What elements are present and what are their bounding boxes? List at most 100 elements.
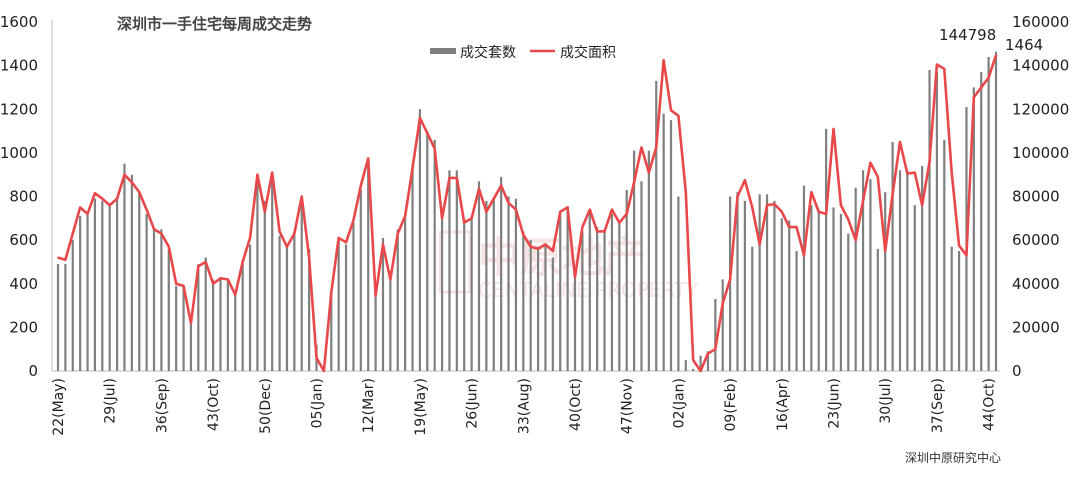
area-point bbox=[781, 210, 783, 213]
bar bbox=[987, 56, 990, 372]
area-point bbox=[625, 213, 628, 215]
bar bbox=[492, 198, 495, 371]
area-point bbox=[899, 141, 901, 143]
area-point bbox=[987, 76, 990, 79]
bar bbox=[847, 233, 850, 371]
bar bbox=[448, 170, 451, 371]
area-point bbox=[544, 243, 547, 246]
bar bbox=[898, 170, 902, 371]
bar bbox=[588, 211, 591, 371]
area-point bbox=[906, 172, 909, 175]
legend-line-label: 成交面积 bbox=[560, 44, 616, 61]
bar bbox=[943, 139, 946, 371]
area-point bbox=[271, 171, 273, 174]
area-point bbox=[566, 206, 569, 209]
area-point bbox=[973, 96, 975, 99]
area-point bbox=[264, 210, 266, 213]
bar bbox=[743, 200, 746, 371]
area-point bbox=[862, 200, 864, 202]
bar bbox=[145, 213, 148, 371]
area-point bbox=[411, 167, 414, 169]
bar bbox=[544, 244, 547, 371]
x-tick-label: 33(Aug) bbox=[516, 378, 532, 434]
area-point bbox=[337, 237, 340, 239]
bar bbox=[972, 87, 975, 371]
y-left-tick-label: 1200 bbox=[0, 100, 38, 118]
bar bbox=[344, 244, 348, 371]
area-point bbox=[751, 206, 754, 209]
area-point bbox=[204, 261, 207, 263]
bar bbox=[610, 213, 614, 371]
y-right-tick-label: 40000 bbox=[1012, 275, 1060, 293]
x-axis: 22(May) 29(Jul) 36(Sep) 43(Oct) 50(Dec) 05(Ja… bbox=[51, 378, 998, 436]
bar bbox=[736, 192, 739, 371]
area-point bbox=[456, 177, 458, 179]
x-tick-label: 37(Sep) bbox=[930, 378, 946, 433]
bar bbox=[839, 213, 842, 371]
bar bbox=[308, 248, 311, 371]
x-tick-label: 26(Jun) bbox=[465, 378, 481, 429]
bar bbox=[640, 181, 643, 371]
area-point bbox=[869, 161, 872, 164]
bar bbox=[101, 200, 104, 371]
bar bbox=[271, 174, 274, 371]
area-point bbox=[167, 245, 170, 248]
area-point bbox=[86, 213, 89, 215]
area-point bbox=[958, 244, 960, 247]
y-left-tick-label: 1000 bbox=[0, 144, 38, 162]
y-left-tick-label: 600 bbox=[9, 231, 38, 249]
x-tick-label: 12(Mar) bbox=[361, 378, 377, 433]
area-point bbox=[227, 278, 229, 281]
area-point bbox=[928, 160, 931, 163]
bar bbox=[241, 264, 244, 371]
bar bbox=[596, 227, 599, 371]
bar bbox=[248, 244, 252, 371]
area-point bbox=[965, 254, 968, 257]
area-point bbox=[308, 256, 310, 259]
area-point bbox=[633, 181, 635, 184]
x-tick-label: 47(Nov) bbox=[620, 378, 636, 434]
bar bbox=[500, 176, 503, 371]
bar bbox=[788, 220, 791, 371]
bar bbox=[197, 264, 200, 371]
area-point bbox=[190, 322, 192, 324]
line-series bbox=[57, 54, 998, 373]
bar bbox=[514, 198, 518, 371]
bar bbox=[935, 72, 939, 372]
x-tick-label: 19(May) bbox=[413, 378, 429, 436]
area-line bbox=[57, 54, 998, 373]
y-right-tick-label: 160000 bbox=[1012, 13, 1069, 31]
x-tick-label: 23(Jun) bbox=[827, 378, 843, 429]
bar bbox=[957, 251, 961, 371]
area-point bbox=[352, 219, 355, 222]
area-point bbox=[396, 232, 399, 235]
bar bbox=[817, 209, 820, 371]
bar bbox=[751, 246, 754, 371]
source-note: 深圳中原研究中心 bbox=[905, 450, 1001, 465]
area-point bbox=[382, 243, 384, 246]
area-point bbox=[825, 213, 827, 215]
bar bbox=[167, 248, 170, 371]
bar bbox=[182, 285, 185, 371]
area-point bbox=[389, 278, 392, 281]
bar bbox=[278, 235, 281, 371]
y-right-tick-label: 80000 bbox=[1012, 188, 1060, 206]
bar bbox=[632, 150, 636, 371]
area-point bbox=[603, 230, 606, 233]
area-point bbox=[249, 237, 251, 239]
area-point bbox=[219, 277, 222, 280]
x-tick-label: 05(Jan) bbox=[310, 378, 326, 428]
x-tick-label: 50(Dec) bbox=[258, 378, 274, 434]
area-point bbox=[419, 117, 421, 119]
area-point bbox=[441, 217, 443, 220]
bar bbox=[359, 189, 362, 371]
area-point bbox=[360, 184, 362, 187]
bar-series bbox=[56, 51, 998, 372]
bar bbox=[115, 198, 119, 371]
bar bbox=[226, 279, 229, 371]
area-point bbox=[160, 232, 163, 235]
area-point bbox=[234, 293, 237, 296]
bar bbox=[56, 264, 60, 371]
bar bbox=[802, 185, 806, 371]
area-point bbox=[559, 210, 562, 213]
